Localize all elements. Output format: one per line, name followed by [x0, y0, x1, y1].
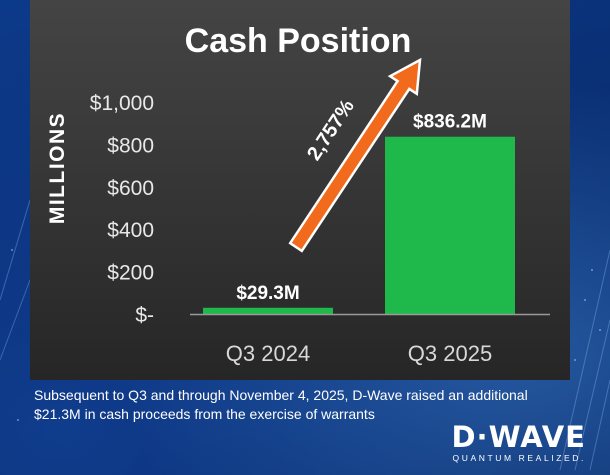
x-tick-label: Q3 2024: [226, 341, 310, 366]
y-tick-label: $1,000: [90, 92, 154, 115]
data-label: $836.2M: [413, 112, 487, 133]
cash-position-chart: Cash Position MILLIONS $- $200 $400 $600 $80…: [46, 22, 550, 366]
logo-tagline: QUANTUM REALIZED.: [452, 453, 586, 463]
y-axis-label: MILLIONS: [46, 112, 69, 224]
x-tick-label: Q3 2025: [408, 341, 492, 366]
y-tick-label: $-: [135, 304, 154, 327]
y-tick-label: $400: [107, 219, 154, 242]
logo-wordmark: D·WAVE: [451, 420, 586, 454]
growth-arrow: [288, 57, 422, 253]
y-tick-label: $600: [107, 177, 154, 200]
footnote: Subsequent to Q3 and through November 4,…: [34, 387, 528, 422]
chart-panel: Cash Position MILLIONS $- $200 $400 $600 $80…: [30, 0, 570, 380]
y-tick-label: $800: [107, 134, 154, 157]
y-tick-label: $200: [107, 262, 154, 285]
data-label: $29.3M: [236, 283, 299, 304]
company-logo: D·WAVE QUANTUM REALIZED.: [436, 422, 586, 464]
bar: [385, 136, 515, 314]
bar: [203, 307, 333, 314]
chart-title: Cash Position: [185, 22, 412, 60]
